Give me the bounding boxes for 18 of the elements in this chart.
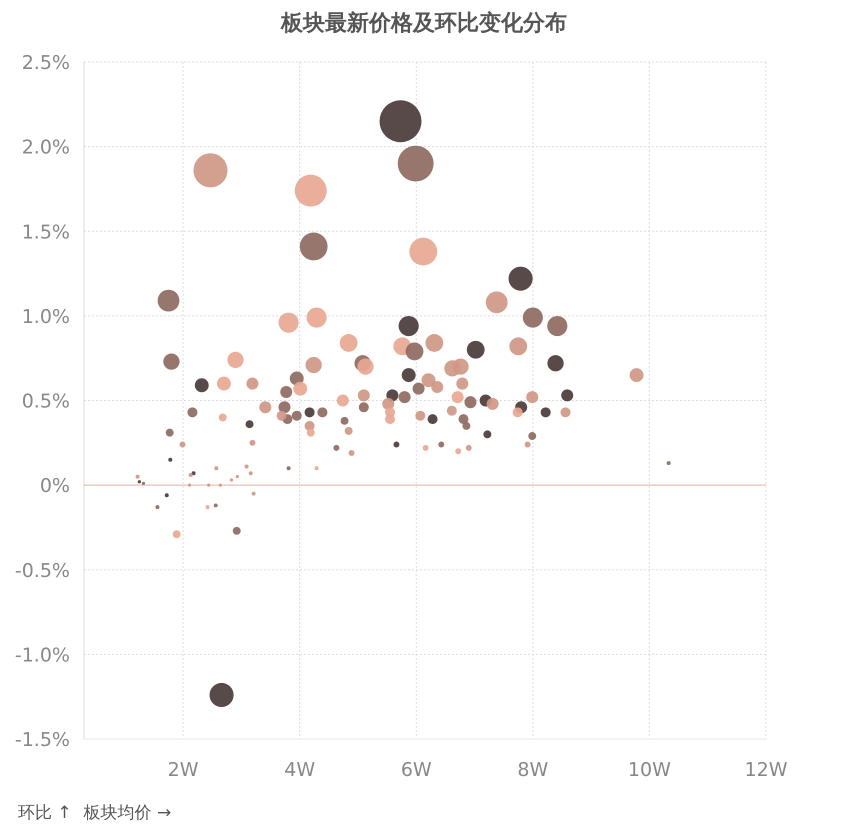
y-tick-label: 2.5%: [22, 52, 70, 74]
y-tick-label: 0%: [40, 475, 70, 498]
y-tick-label: 0.5%: [22, 390, 70, 412]
x-tick-label: 6W: [400, 759, 432, 781]
x-tick-label: 2W: [168, 759, 199, 781]
chart-title: 板块最新价格及环比变化分布: [280, 10, 567, 36]
y-tick-label: 2.0%: [22, 136, 70, 159]
x-tick-label: 10W: [628, 759, 672, 781]
y-tick-label: -1.0%: [14, 644, 70, 666]
y-tick-label: 1.0%: [22, 306, 70, 328]
y-tick-label: -1.5%: [14, 729, 70, 751]
y-tick-label: 1.5%: [22, 221, 70, 244]
x-tick-label: 4W: [284, 759, 316, 781]
x-axis-title: 板块均价 →: [82, 803, 172, 823]
x-tick-label: 12W: [744, 759, 788, 781]
x-tick-label: 8W: [517, 759, 548, 781]
y-axis-title: 环比 ↑: [18, 803, 72, 823]
y-tick-label: -0.5%: [14, 560, 70, 582]
